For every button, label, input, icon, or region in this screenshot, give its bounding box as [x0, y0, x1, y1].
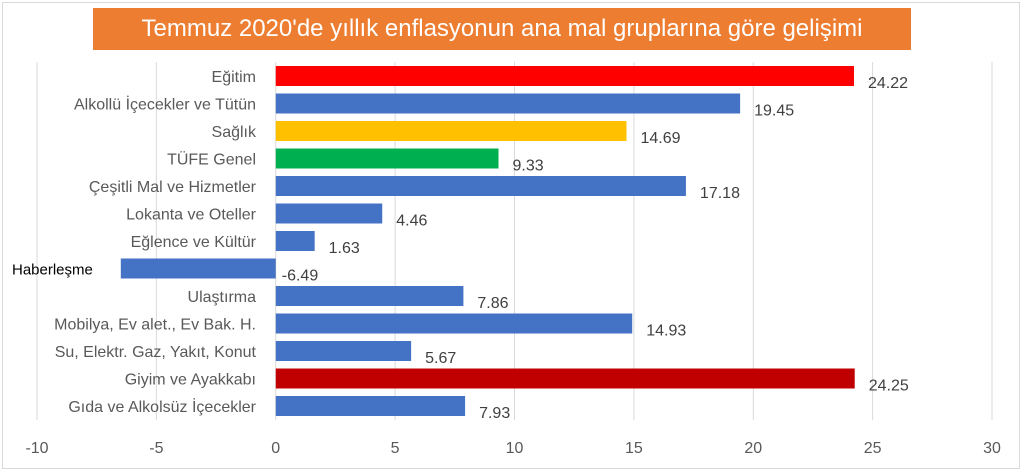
- x-tick-label: 0: [271, 440, 280, 457]
- bar: [275, 231, 315, 251]
- category-label: Eğlence ve Kültür: [131, 234, 257, 251]
- bar: [275, 341, 412, 361]
- bar: [275, 66, 855, 86]
- value-label: 24.22: [868, 75, 908, 92]
- category-label: Haberleşme: [12, 262, 93, 279]
- bar: [275, 396, 466, 416]
- x-tick-label: -5: [149, 440, 163, 457]
- value-label: 7.93: [479, 405, 510, 422]
- chart-title: Temmuz 2020'de yıllık enflasyonun ana ma…: [93, 8, 911, 50]
- category-label: Giyim ve Ayakkabı: [125, 372, 256, 389]
- bar: [275, 93, 741, 114]
- category-label: Sağlık: [212, 124, 257, 141]
- value-label: -6.49: [282, 268, 319, 285]
- category-label: Ulaştırma: [188, 289, 257, 306]
- bar: [275, 121, 627, 141]
- bar: [275, 286, 464, 306]
- value-label: 14.69: [640, 130, 680, 147]
- value-label: 19.45: [754, 103, 794, 120]
- category-label: Lokanta ve Oteller: [126, 207, 257, 224]
- category-label: Çeşitli Mal ve Hizmetler: [89, 179, 257, 196]
- value-label: 5.67: [425, 350, 456, 367]
- category-label: Eğitim: [212, 69, 256, 86]
- value-label: 24.25: [869, 378, 909, 395]
- bar: [120, 258, 276, 279]
- bar: [275, 148, 499, 169]
- x-tick-label: 10: [506, 440, 524, 457]
- x-tick-label: -10: [25, 440, 48, 457]
- bars: [120, 66, 855, 416]
- x-tick-label: 5: [391, 440, 400, 457]
- value-label: 14.93: [646, 323, 686, 340]
- x-tick-label: 15: [625, 440, 643, 457]
- category-label: Alkollü İçecekler ve Tütün: [74, 95, 256, 114]
- value-label: 7.86: [477, 295, 508, 312]
- x-tick-label: 20: [744, 440, 762, 457]
- x-tick-label: 25: [864, 440, 882, 457]
- labels: -10 -5 0 5 10 15 20 25 30 Eğitim 24.22 Alkollü İçec…: [12, 69, 1001, 457]
- value-label: 1.63: [329, 240, 360, 257]
- category-label: Mobilya, Ev alet., Ev Bak. H.: [54, 317, 256, 334]
- category-label: TÜFE Genel: [167, 151, 256, 169]
- bar: [275, 176, 686, 196]
- value-label: 4.46: [396, 213, 427, 230]
- category-label: Su, Elektr. Gaz, Yakıt, Konut: [55, 344, 257, 361]
- x-tick-label: 30: [983, 440, 1001, 457]
- bar: [275, 203, 383, 224]
- value-label: 17.18: [700, 185, 740, 202]
- bar: [275, 368, 855, 389]
- category-label: Gıda ve Alkolsüz İçecekler: [68, 397, 256, 416]
- bar: [275, 313, 633, 334]
- value-label: 9.33: [513, 158, 544, 175]
